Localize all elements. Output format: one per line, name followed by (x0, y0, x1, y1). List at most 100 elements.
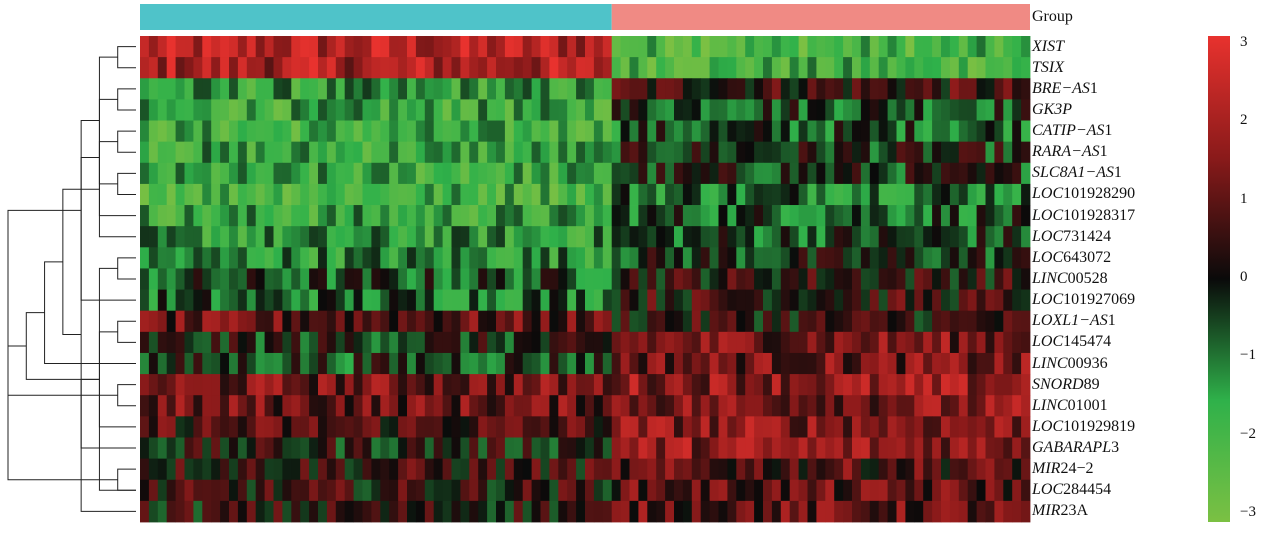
heatmap-cell (771, 78, 782, 100)
heatmap-cell (469, 310, 479, 333)
heatmap-cell (389, 99, 399, 121)
gene-label-prefix: LOXL1−AS (1032, 312, 1108, 330)
heatmap-cell (291, 226, 301, 248)
heatmap-cell (229, 289, 239, 312)
heatmap-cell (887, 141, 897, 164)
heatmap-cell (932, 437, 942, 460)
heatmap-cell (852, 458, 862, 481)
heatmap-cell (763, 226, 773, 248)
heatmap-cell (763, 183, 773, 206)
heatmap-cell (860, 247, 871, 269)
heatmap-cell (727, 162, 737, 185)
heatmap-cell (585, 78, 595, 100)
heatmap-cell (220, 352, 230, 375)
heatmap-cell (682, 352, 693, 375)
heatmap-cell (442, 479, 452, 502)
heatmap-cell (816, 374, 826, 396)
heatmap-cell (407, 78, 417, 100)
heatmap-cell (496, 479, 506, 502)
heatmap-cell (994, 162, 1004, 185)
heatmap-cell (798, 120, 808, 143)
heatmap-cell (860, 374, 871, 396)
heatmap-cell (273, 374, 283, 396)
heatmap-cell (318, 57, 328, 79)
heatmap-cell (611, 437, 621, 460)
heatmap-cell (807, 310, 817, 333)
heatmap-cell (1021, 289, 1031, 312)
heatmap-cell (611, 247, 621, 269)
heatmap-cell (638, 141, 648, 164)
heatmap-cell (175, 500, 185, 523)
heatmap-cell (878, 458, 888, 481)
heatmap-cell (166, 247, 176, 269)
heatmap-cell (166, 500, 176, 523)
heatmap-cell (869, 226, 880, 248)
heatmap-cell (451, 205, 461, 227)
gene-label-prefix: RARA−AS (1032, 143, 1100, 161)
heatmap-cell (380, 374, 390, 396)
heatmap-cell (896, 78, 906, 100)
heatmap-cell (878, 162, 888, 185)
heatmap-cell (157, 310, 168, 333)
heatmap-cell (647, 226, 657, 248)
heatmap-cell (353, 268, 363, 290)
heatmap-cell (985, 141, 995, 164)
heatmap-cell (353, 57, 363, 79)
heatmap-cell (585, 458, 595, 481)
heatmap-cell (914, 374, 924, 396)
heatmap-cell (860, 78, 871, 100)
gene-label-suffix: 101927069 (1063, 291, 1136, 309)
heatmap-cell (745, 78, 755, 100)
heatmap-cell (531, 352, 541, 375)
heatmap-cell (745, 458, 755, 481)
heatmap-cell (567, 500, 577, 523)
heatmap-cell (638, 162, 648, 185)
heatmap-cell (193, 226, 203, 248)
heatmap-cell (549, 479, 559, 502)
heatmap-cell (264, 458, 274, 481)
heatmap-cell (1012, 310, 1022, 333)
heatmap-cell (771, 458, 782, 481)
heatmap-cell (140, 352, 150, 375)
heatmap-cell (300, 458, 310, 481)
heatmap-cell (175, 99, 185, 121)
heatmap-cell (771, 162, 782, 185)
heatmap-cell (682, 141, 693, 164)
heatmap-cell (602, 437, 613, 460)
heatmap-cell (718, 289, 728, 312)
heatmap-cell (771, 416, 782, 438)
heatmap-cell (629, 437, 639, 460)
heatmap-cell (478, 268, 488, 290)
heatmap-cell (237, 395, 248, 417)
heatmap-cell (309, 416, 319, 438)
heatmap-cell (264, 500, 274, 523)
heatmap-cell (264, 416, 274, 438)
gene-label: LOC643072 (1032, 248, 1111, 268)
heatmap-cell (620, 416, 630, 438)
heatmap-cell (1012, 437, 1022, 460)
heatmap-cell (362, 437, 372, 460)
heatmap-cell (371, 331, 381, 354)
heatmap-cell (887, 120, 897, 143)
heatmap-cell (869, 36, 880, 58)
heatmap-cell (896, 268, 906, 290)
heatmap-cell (157, 141, 168, 164)
heatmap-cell (932, 78, 942, 100)
heatmap-cell (887, 500, 897, 523)
gene-label: BRE−AS1 (1032, 79, 1098, 99)
heatmap-cell (309, 310, 319, 333)
heatmap-cell (1021, 226, 1031, 248)
heatmap-cell (780, 36, 791, 58)
heatmap-cell (745, 205, 755, 227)
heatmap-cell (807, 289, 817, 312)
heatmap-cell (665, 331, 675, 354)
heatmap-cell (148, 57, 159, 79)
heatmap-cell (780, 310, 791, 333)
heatmap-cell (415, 162, 426, 185)
heatmap-cell (967, 395, 977, 417)
heatmap-cell (415, 205, 426, 227)
heatmap-cell (647, 437, 657, 460)
heatmap-cell (273, 36, 283, 58)
heatmap-cell (1021, 500, 1031, 523)
heatmap-cell (825, 57, 835, 79)
